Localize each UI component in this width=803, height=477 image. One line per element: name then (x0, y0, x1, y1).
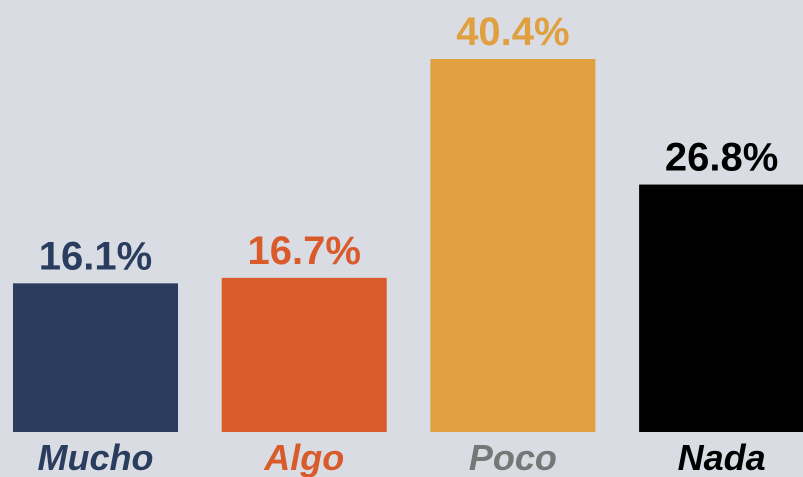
value-label: 26.8% (665, 136, 778, 180)
bar (221, 277, 387, 432)
value-label: 16.7% (247, 229, 360, 273)
value-label: 40.4% (456, 10, 569, 54)
category-label: Mucho (38, 437, 154, 477)
bar (430, 58, 596, 432)
category-label: Nada (678, 437, 766, 477)
category-label: Poco (469, 437, 557, 477)
bar (13, 283, 178, 432)
category-label: Algo (263, 437, 344, 477)
value-label: 16.1% (39, 234, 152, 278)
bar (639, 184, 803, 432)
